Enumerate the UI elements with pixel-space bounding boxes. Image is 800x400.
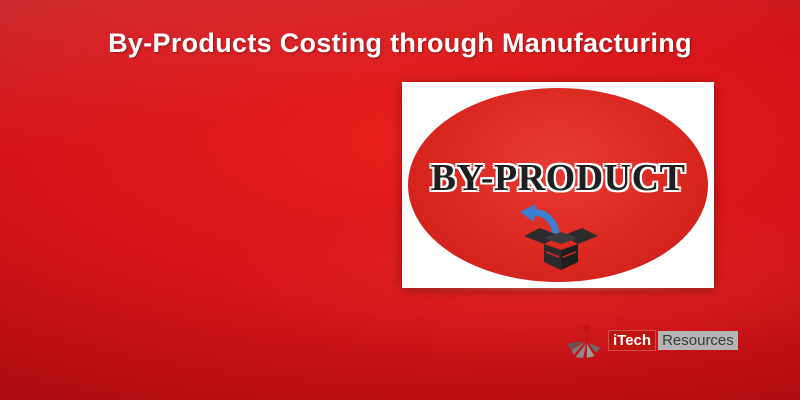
logo-text-resources: Resources [658,330,738,350]
logo-text-itech: iTech [608,329,657,351]
itech-logo-icon [567,324,601,359]
open-box-with-arrow-icon [520,204,598,270]
itech-resources-logo: iTech Resources [566,320,738,360]
page-title: By-Products Costing through Manufacturin… [108,28,692,58]
logo-wordmark: iTech Resources [608,329,738,351]
card-reflection [380,284,740,292]
by-product-image-card: BY-PRODUCT [402,82,714,288]
by-product-label: BY-PRODUCT [430,157,686,199]
